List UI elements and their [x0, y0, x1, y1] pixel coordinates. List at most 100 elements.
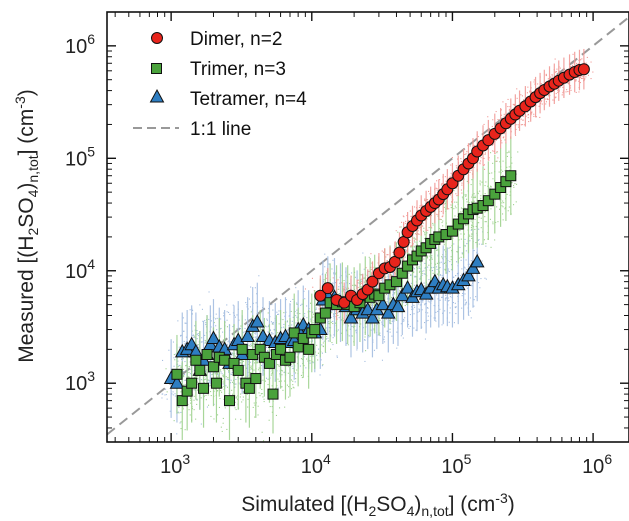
scatter-dot: [465, 303, 467, 305]
scatter-dot: [489, 172, 491, 174]
scatter-dot: [455, 313, 457, 315]
scatter-dot: [219, 398, 221, 400]
scatter-dot: [315, 351, 317, 353]
scatter-dot: [200, 423, 202, 425]
scatter-dot: [300, 358, 302, 360]
scatter-dot: [418, 228, 420, 230]
scatter-dot: [338, 286, 340, 288]
scatter-dot: [230, 354, 232, 356]
scatter-dot: [383, 336, 385, 338]
scatter-dot: [291, 324, 293, 326]
scatter-dot: [462, 292, 464, 294]
scatter-dot: [424, 234, 426, 236]
scatter-dot: [453, 280, 455, 282]
scatter-dot: [267, 350, 269, 352]
scatter-dot: [448, 247, 450, 249]
scatter-dot: [360, 274, 362, 276]
scatter-dot: [552, 99, 554, 101]
scatter-dot: [236, 328, 238, 330]
scatter-dot: [192, 309, 194, 311]
scatter-dot: [220, 371, 222, 373]
scatter-dot: [246, 304, 248, 306]
scatter-dot: [423, 270, 425, 272]
scatter-dot: [185, 336, 187, 338]
scatter-dot: [189, 361, 191, 363]
scatter-dot: [448, 321, 450, 323]
scatter-dot: [471, 237, 473, 239]
scatter-dot: [258, 392, 260, 394]
scatter-dot: [480, 217, 482, 219]
scatter-dot: [224, 407, 226, 409]
scatter-dot: [432, 195, 434, 197]
scatter-dot: [390, 323, 392, 325]
scatter-dot: [267, 384, 269, 386]
scatter-dot: [423, 273, 425, 275]
x-tick-label: 106: [582, 451, 612, 478]
scatter-dot: [250, 311, 252, 313]
scatter-dot: [306, 358, 308, 360]
scatter-dot: [441, 296, 443, 298]
scatter-dot: [414, 233, 416, 235]
scatter-dot: [366, 274, 368, 276]
scatter-dot: [459, 212, 461, 214]
scatter-dot: [225, 376, 227, 378]
scatter-dot: [323, 340, 325, 342]
scatter-dot: [180, 365, 182, 367]
scatter-dot: [523, 99, 525, 101]
scatter-dot: [250, 333, 252, 335]
scatter-dot: [374, 287, 376, 289]
scatter-dot: [389, 331, 391, 333]
scatter-dot: [421, 205, 423, 207]
scatter-dot: [231, 371, 233, 373]
scatter-dot: [304, 288, 306, 290]
scatter-dot: [477, 253, 479, 255]
scatter-dot: [295, 322, 297, 324]
scatter-dot: [223, 376, 225, 378]
scatter-dot: [405, 303, 407, 305]
scatter-dot: [451, 157, 453, 159]
scatter-dot: [370, 303, 372, 305]
scatter-dot: [422, 222, 424, 224]
scatter-dot: [168, 349, 170, 351]
scatter-dot: [377, 262, 379, 264]
scatter-dot: [173, 420, 175, 422]
scatter-dot: [487, 116, 489, 118]
scatter-dot: [263, 401, 265, 403]
scatter-dot: [180, 391, 182, 393]
scatter-dot: [193, 389, 195, 391]
scatter-dot: [271, 373, 273, 375]
scatter-dot: [439, 280, 441, 282]
scatter-dot: [292, 298, 294, 300]
scatter-dot: [332, 282, 334, 284]
scatter-dot: [555, 93, 557, 95]
scatter-dot: [559, 86, 561, 88]
scatter-dot: [418, 233, 420, 235]
scatter-dot: [447, 297, 449, 299]
scatter-dot: [296, 302, 298, 304]
scatter-dot: [575, 80, 577, 82]
scatter-dot: [204, 339, 206, 341]
scatter-dot: [465, 195, 467, 197]
scatter-dot: [180, 382, 182, 384]
scatter-dot: [355, 332, 357, 334]
scatter-dot: [189, 373, 191, 375]
scatter-dot: [503, 136, 505, 138]
marker-trimer: [176, 395, 188, 407]
scatter-dot: [405, 251, 407, 253]
scatter-dot: [455, 193, 457, 195]
scatter-dot: [490, 208, 492, 210]
scatter-dot: [460, 238, 462, 240]
legend-trimer-label: Trimer, n=3: [190, 59, 286, 80]
scatter-dot: [424, 262, 426, 264]
scatter-dot: [197, 344, 199, 346]
scatter-dot: [431, 277, 433, 279]
scatter-dot: [299, 318, 301, 320]
scatter-dot: [177, 411, 179, 413]
scatter-dot: [271, 333, 273, 335]
marker-tetramer: [375, 296, 391, 311]
scatter-dot: [419, 267, 421, 269]
scatter-dot: [312, 322, 314, 324]
scatter-dot: [455, 275, 457, 277]
scatter-dot: [405, 281, 407, 283]
scatter-dot: [361, 274, 363, 276]
